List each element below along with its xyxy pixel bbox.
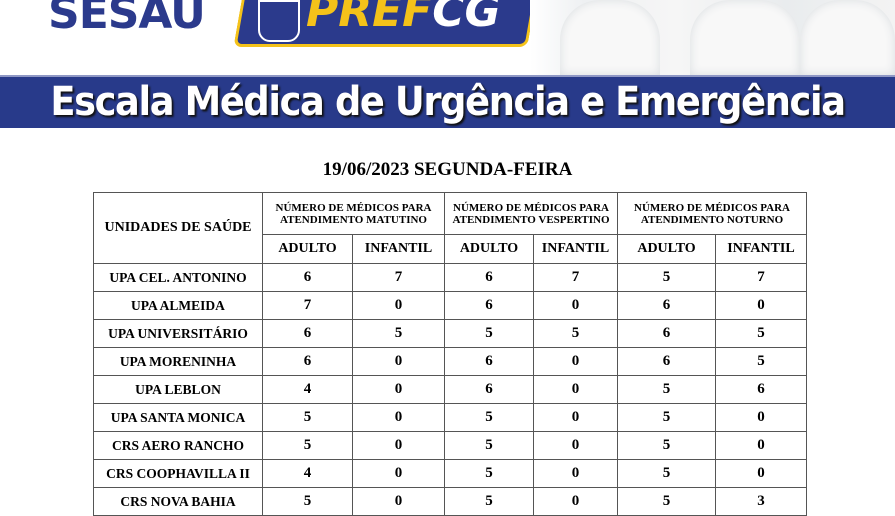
subheader: ADULTO — [444, 234, 534, 264]
subheader: ADULTO — [617, 234, 717, 264]
doctor-count: 5 — [262, 487, 353, 516]
table-row: UPA LEBLON 4 0 6 0 5 6 — [93, 375, 808, 404]
table-row: UPA UNIVERSITÁRIO 6 5 5 5 6 5 — [93, 319, 808, 348]
group-header-vespertino: NÚMERO DE MÉDICOS PARA ATENDIMENTO VESPE… — [443, 192, 619, 235]
table-row: CRS COOPHAVILLA II 4 0 5 0 5 0 — [93, 459, 808, 488]
group-header-noturno: NÚMERO DE MÉDICOS PARA ATENDIMENTO NOTUR… — [617, 192, 808, 235]
doctors-photo — [530, 0, 895, 75]
table-row: CRS AERO RANCHO 5 0 5 0 5 0 — [93, 431, 808, 460]
doctor-count: 5 — [617, 459, 717, 488]
unit-name: UPA ALMEIDA — [93, 291, 263, 320]
subheader: ADULTO — [262, 234, 353, 264]
doctor-count: 0 — [532, 431, 619, 460]
doctor-count: 7 — [262, 291, 353, 320]
table-row: UPA ALMEIDA 7 0 6 0 6 0 — [93, 291, 808, 320]
doctor-count: 4 — [262, 375, 353, 404]
doctor-count: 0 — [715, 291, 808, 320]
unit-header: UNIDADES DE SAÚDE — [93, 192, 263, 264]
doctor-count: 0 — [532, 291, 619, 320]
doctor-count: 5 — [444, 403, 534, 432]
doctor-count: 5 — [444, 459, 534, 488]
doctor-count: 7 — [532, 263, 619, 292]
doctor-count: 6 — [444, 347, 534, 376]
doctor-count: 5 — [262, 431, 353, 460]
doctor-count: 5 — [444, 319, 534, 348]
doctor-count: 0 — [715, 459, 808, 488]
doctor-count: 7 — [715, 263, 808, 292]
doctor-count: 0 — [352, 375, 445, 404]
doctor-count: 0 — [532, 375, 619, 404]
doctor-count: 6 — [617, 291, 717, 320]
subheader: INFANTIL — [352, 234, 445, 264]
doctor-count: 5 — [715, 319, 808, 348]
unit-name: CRS COOPHAVILLA II — [93, 459, 263, 488]
doctor-count: 0 — [715, 431, 808, 460]
doctor-count: 5 — [617, 375, 717, 404]
doctor-count: 6 — [262, 347, 353, 376]
doctor-count: 6 — [715, 375, 808, 404]
title-banner: Escala Médica de Urgência e Emergência — [0, 75, 895, 128]
doctor-count: 6 — [262, 263, 353, 292]
table-row: UPA CEL. ANTONINO 6 7 6 7 5 7 — [93, 263, 808, 292]
doctor-count: 7 — [352, 263, 445, 292]
table-row: UPA SANTA MONICA 5 0 5 0 5 0 — [93, 403, 808, 432]
doctor-count: 6 — [262, 319, 353, 348]
doctor-count: 5 — [352, 319, 445, 348]
unit-name: UPA LEBLON — [93, 375, 263, 404]
doctor-count: 5 — [444, 487, 534, 516]
doctor-count: 0 — [715, 403, 808, 432]
unit-name: UPA CEL. ANTONINO — [93, 263, 263, 292]
doctor-count: 5 — [617, 431, 717, 460]
doctor-count: 5 — [262, 403, 353, 432]
doctor-count: 5 — [617, 487, 717, 516]
sesau-logo: SESAU — [48, 0, 206, 39]
subheader: INFANTIL — [532, 234, 619, 264]
subheader: INFANTIL — [715, 234, 808, 264]
doctor-count: 0 — [532, 487, 619, 516]
doctor-count: 0 — [352, 431, 445, 460]
doctor-count: 6 — [444, 375, 534, 404]
doctor-count: 3 — [715, 487, 808, 516]
unit-name: CRS NOVA BAHIA — [93, 487, 263, 516]
unit-name: CRS AERO RANCHO — [93, 431, 263, 460]
doctor-count: 5 — [715, 347, 808, 376]
doctor-count: 0 — [532, 459, 619, 488]
doctor-count: 0 — [532, 347, 619, 376]
unit-name: UPA MORENINHA — [93, 347, 263, 376]
doctor-count: 6 — [617, 319, 717, 348]
unit-name: UPA UNIVERSITÁRIO — [93, 319, 263, 348]
group-header-matutino: NÚMERO DE MÉDICOS PARA ATENDIMENTO MATUT… — [262, 192, 445, 235]
doctor-count: 5 — [444, 431, 534, 460]
doctor-count: 6 — [617, 347, 717, 376]
city-seal-icon — [258, 0, 300, 42]
doctor-count: 0 — [352, 291, 445, 320]
unit-name: UPA SANTA MONICA — [93, 403, 263, 432]
doctor-count: 0 — [352, 403, 445, 432]
doctor-count: 4 — [262, 459, 353, 488]
doctor-count: 5 — [617, 263, 717, 292]
doctor-count: 0 — [352, 459, 445, 488]
doctor-count: 6 — [444, 263, 534, 292]
page-title: Escala Médica de Urgência e Emergência — [50, 79, 846, 125]
doctor-count: 0 — [532, 403, 619, 432]
doctor-count: 5 — [617, 403, 717, 432]
doctor-count: 5 — [532, 319, 619, 348]
header-logos: SESAU PREFCG — [0, 0, 895, 75]
prefcg-logo: PREFCG — [306, 0, 501, 37]
schedule-table: UNIDADES DE SAÚDE NÚMERO DE MÉDICOS PARA… — [93, 192, 808, 516]
table-row: UPA MORENINHA 6 0 6 0 6 5 — [93, 347, 808, 376]
doctor-count: 0 — [352, 347, 445, 376]
table-row: CRS NOVA BAHIA 5 0 5 0 5 3 — [93, 487, 808, 516]
schedule-date: 19/06/2023 SEGUNDA-FEIRA — [322, 159, 573, 180]
doctor-count: 6 — [444, 291, 534, 320]
doctor-count: 0 — [352, 487, 445, 516]
